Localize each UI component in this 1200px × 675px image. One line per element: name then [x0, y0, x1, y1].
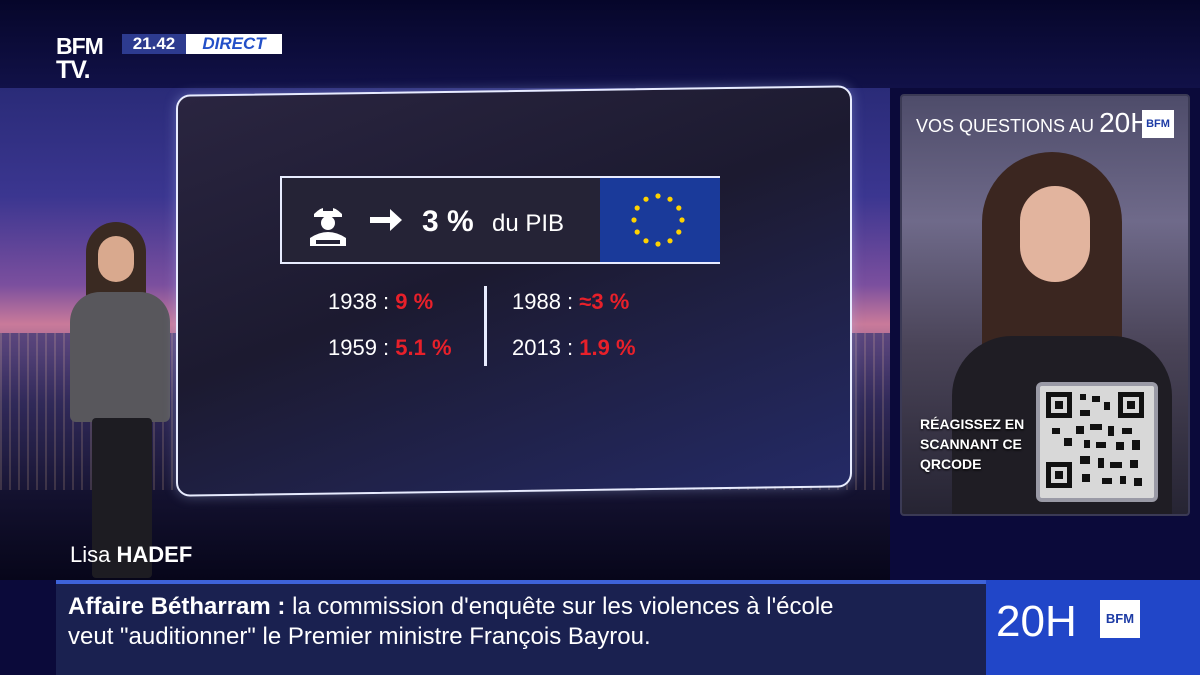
qr-cta-line-3: QRCODE	[920, 456, 982, 472]
history-value: 9 %	[395, 289, 434, 314]
eu-stars	[631, 193, 685, 247]
presenter-last-name: HADEF	[116, 542, 193, 567]
qr-panel-title: VOS QUESTIONS AU 20H	[916, 107, 1151, 139]
ticker-headline: Affaire Bétharram : la commission d'enqu…	[68, 592, 968, 652]
presenter-name-tag: Lisa HADEF	[70, 540, 192, 570]
stat-suffix: du PIB	[492, 210, 565, 237]
eu-star	[655, 193, 661, 199]
logo-line-1: BFM	[56, 33, 104, 59]
qr-panel: VOS QUESTIONS AU 20H BFM RÉAGISSEZ EN SC…	[900, 94, 1190, 516]
bottom-strip	[0, 580, 56, 675]
ticker-line-2: veut "auditionner" le Premier ministre F…	[68, 623, 651, 650]
history-1938: 1938 : 9 %	[328, 288, 433, 316]
ticker-keyword: Affaire Bétharram :	[68, 593, 286, 620]
history-2013: 2013 : 1.9 %	[512, 334, 636, 362]
show-logo-text: 20H	[996, 597, 1077, 646]
history-year: 1959 :	[328, 335, 390, 360]
history-value: 5.1 %	[395, 335, 452, 360]
qr-title-big: 20H	[1099, 107, 1151, 138]
qr-cta-line-1: RÉAGISSEZ EN	[920, 416, 1025, 432]
eu-star	[634, 229, 640, 235]
ticker-accent	[56, 580, 986, 584]
history-value: 1.9 %	[579, 335, 636, 360]
guest-face	[1020, 186, 1090, 282]
eu-star	[643, 238, 649, 244]
history-1959: 1959 : 5.1 %	[328, 334, 452, 362]
qr-code-pattern	[1046, 392, 1144, 488]
soldier-icon	[310, 206, 346, 246]
qr-cta-line-2: SCANNANT CE	[920, 436, 1022, 452]
bfm-badge: BFM	[1142, 110, 1174, 138]
presenter-head	[98, 236, 134, 282]
arrow-right-icon	[370, 209, 402, 231]
news-ticker: Affaire Bétharram : la commission d'enqu…	[56, 580, 986, 675]
bfmtv-logo: BFM TV.	[56, 34, 118, 84]
eu-star	[667, 238, 673, 244]
history-year: 1988 :	[512, 289, 574, 314]
history-value: ≈3 %	[579, 289, 630, 314]
presenter-jacket	[70, 292, 170, 422]
eu-flag-icon	[600, 178, 720, 262]
stat-value: 3 %	[422, 205, 474, 238]
eu-star	[667, 196, 673, 202]
qr-cta: RÉAGISSEZ EN SCANNANT CE QRCODE	[920, 414, 1024, 474]
presenter-legs	[92, 418, 152, 578]
live-badge: DIRECT	[186, 34, 282, 54]
qr-code-icon[interactable]	[1036, 382, 1158, 502]
history-1988: 1988 : ≈3 %	[512, 288, 629, 316]
eu-star	[676, 229, 682, 235]
qr-title-small: VOS QUESTIONS AU	[916, 116, 1095, 136]
ticker-line-1: la commission d'enquête sur les violence…	[292, 593, 834, 620]
history-year: 2013 :	[512, 335, 574, 360]
show-logo: 20H BFM	[986, 580, 1200, 675]
clock: 21.42	[122, 34, 186, 54]
eu-star	[643, 196, 649, 202]
history-year: 1938 :	[328, 289, 390, 314]
eu-star	[655, 241, 661, 247]
eu-star	[679, 217, 685, 223]
eu-star	[676, 205, 682, 211]
presenter-first-name: Lisa	[70, 542, 111, 567]
presenter	[62, 222, 222, 582]
show-logo-badge: BFM	[1100, 600, 1140, 638]
logo-line-2: TV.	[56, 56, 91, 84]
eu-star	[634, 205, 640, 211]
stat-box: 3 % du PIB	[280, 176, 720, 264]
history-divider	[484, 286, 487, 366]
eu-star	[631, 217, 637, 223]
